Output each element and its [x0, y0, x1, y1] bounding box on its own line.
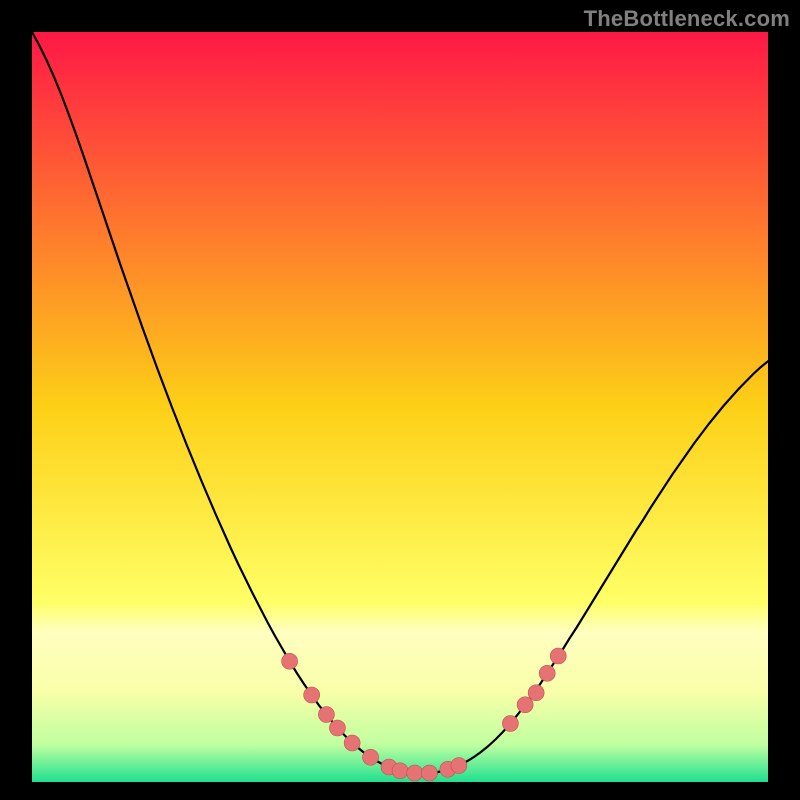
- data-marker: [318, 707, 334, 723]
- data-marker: [363, 749, 379, 765]
- data-marker: [421, 765, 437, 781]
- data-marker: [539, 665, 555, 681]
- bottleneck-chart: [0, 0, 800, 800]
- data-marker: [502, 716, 518, 732]
- chart-frame: TheBottleneck.com: [0, 0, 800, 800]
- data-marker: [550, 648, 566, 664]
- data-marker: [407, 765, 423, 781]
- data-marker: [329, 720, 345, 736]
- data-marker: [392, 763, 408, 779]
- data-marker: [517, 697, 533, 713]
- data-marker: [344, 735, 360, 751]
- data-marker: [528, 685, 544, 701]
- data-marker: [304, 687, 320, 703]
- data-marker: [451, 758, 467, 774]
- data-marker: [282, 653, 298, 669]
- plot-background: [32, 32, 768, 782]
